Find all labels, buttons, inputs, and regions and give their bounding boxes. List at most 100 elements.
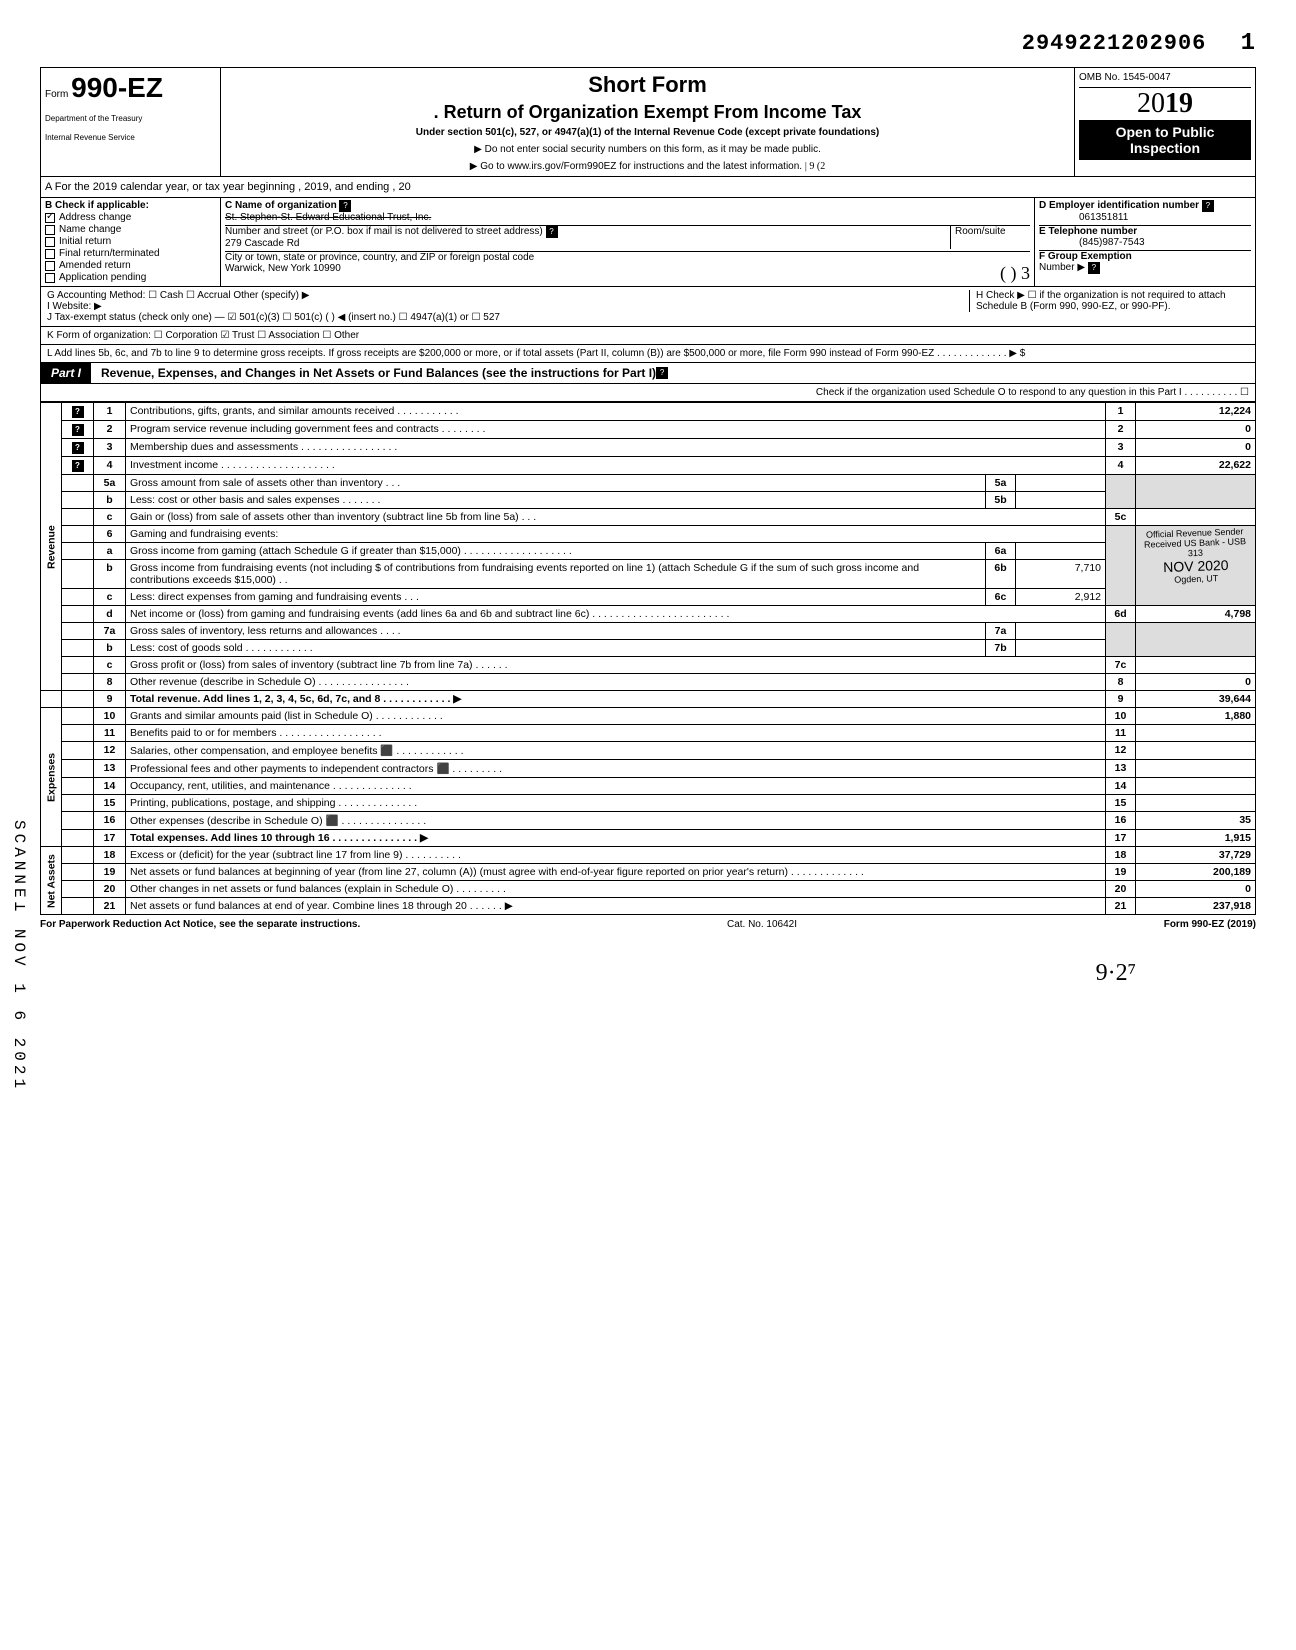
line-num: 9 (94, 691, 126, 708)
help-icon[interactable]: ? (72, 406, 84, 418)
line-i: I Website: ▶ (47, 301, 961, 312)
line-ref: 18 (1106, 847, 1136, 864)
line-text: Total expenses. Add lines 10 through 16 … (126, 830, 1106, 847)
revenue-label: Revenue (41, 403, 62, 691)
cb-name-change[interactable]: Name change (45, 224, 216, 235)
cb-final-return[interactable]: Final return/terminated (45, 248, 216, 259)
help-icon[interactable]: ? (339, 200, 351, 212)
inner-amount (1016, 623, 1106, 640)
line-num: 15 (94, 795, 126, 812)
line-num: 6 (94, 526, 126, 543)
section-b-header: B Check if applicable: (45, 200, 216, 211)
tax-year: 2019 (1079, 88, 1251, 120)
line-text: Occupancy, rent, utilities, and maintena… (126, 778, 1106, 795)
line-ref: 20 (1106, 881, 1136, 898)
line-num: 5a (94, 475, 126, 492)
line-ref: 19 (1106, 864, 1136, 881)
checkbox-icon (45, 225, 55, 235)
line-amount (1136, 725, 1256, 742)
line-text: Less: cost of goods sold . . . . . . . .… (126, 640, 986, 657)
public-inspection-box: Open to Public Inspection (1079, 120, 1251, 160)
line-text: Other expenses (describe in Schedule O) … (126, 812, 1106, 830)
line-ref: 13 (1106, 760, 1136, 778)
line-text: Net assets or fund balances at end of ye… (126, 898, 1106, 915)
help-icon[interactable]: ? (72, 460, 84, 472)
form-number-big: 990-EZ (71, 72, 163, 103)
line-num: c (94, 657, 126, 674)
form-header: Form 990-EZ Department of the Treasury I… (40, 67, 1256, 177)
help-icon[interactable]: ? (72, 442, 84, 454)
line-text: Professional fees and other payments to … (126, 760, 1106, 778)
website-note: ▶ Go to www.irs.gov/Form990EZ for instru… (225, 161, 1070, 172)
line-amount (1136, 742, 1256, 760)
line-text: Gain or (loss) from sale of assets other… (126, 509, 1106, 526)
cb-label: Address change (59, 212, 131, 223)
help-icon[interactable]: ? (1202, 200, 1214, 212)
part-1-checkline: Check if the organization used Schedule … (40, 384, 1256, 402)
cb-amended[interactable]: Amended return (45, 260, 216, 271)
line-ref: 10 (1106, 708, 1136, 725)
inner-amount (1016, 543, 1106, 560)
line-num: 3 (94, 439, 126, 457)
line-ref: 2 (1106, 421, 1136, 439)
line-ref: 7c (1106, 657, 1136, 674)
form-number: Form 990-EZ (45, 72, 216, 104)
open-to-public: Open to Public (1083, 124, 1247, 140)
subline-ref: 7b (986, 640, 1016, 657)
line-ref: 16 (1106, 812, 1136, 830)
handwritten-note: 9·2⁷ (40, 960, 1256, 987)
cb-address-change[interactable]: Address change (45, 212, 216, 223)
line-amount: 39,644 (1136, 691, 1256, 708)
line-amount: 22,622 (1136, 457, 1256, 475)
help-icon[interactable]: ? (656, 367, 668, 379)
line-amount: 0 (1136, 439, 1256, 457)
dept-treasury: Department of the Treasury (45, 114, 216, 123)
page-number: 1 (1241, 30, 1256, 57)
part-tag: Part I (41, 363, 91, 383)
line-amount: 200,189 (1136, 864, 1256, 881)
line-num: c (94, 589, 126, 606)
help-icon[interactable]: ? (72, 424, 84, 436)
group-exempt-number: Number ▶ (1039, 262, 1085, 273)
line-text: Contributions, gifts, grants, and simila… (126, 403, 1106, 421)
line-amount: 0 (1136, 674, 1256, 691)
line-ref: 11 (1106, 725, 1136, 742)
line-amount: 37,729 (1136, 847, 1256, 864)
year-suffix: 19 (1165, 88, 1193, 119)
form-prefix: Form (45, 89, 68, 100)
omb-number: OMB No. 1545-0047 (1079, 72, 1251, 88)
line-num: 10 (94, 708, 126, 725)
checkbox-icon (45, 213, 55, 223)
line-num: 12 (94, 742, 126, 760)
line-ref: 15 (1106, 795, 1136, 812)
line-amount: 0 (1136, 881, 1256, 898)
inspection: Inspection (1083, 140, 1247, 156)
line-text: Other changes in net assets or fund bala… (126, 881, 1106, 898)
line-num: 17 (94, 830, 126, 847)
checkbox-icon (45, 273, 55, 283)
return-title: . Return of Organization Exempt From Inc… (225, 102, 1070, 123)
line-g: G Accounting Method: ☐ Cash ☐ Accrual Ot… (47, 290, 961, 301)
line-num: 8 (94, 674, 126, 691)
line-text: Other revenue (describe in Schedule O) .… (126, 674, 1106, 691)
line-text: Less: cost or other basis and sales expe… (126, 492, 986, 509)
cb-initial-return[interactable]: Initial return (45, 236, 216, 247)
handwritten-annotation: | 9 (2 (805, 161, 825, 172)
subline-ref: 5a (986, 475, 1016, 492)
received-stamp: Official Revenue SenderReceived US Bank … (1139, 526, 1252, 586)
line-ref: 5c (1106, 509, 1136, 526)
cb-label: Final return/terminated (59, 248, 160, 259)
line-amount (1136, 760, 1256, 778)
line-num: c (94, 509, 126, 526)
line-text: Net income or (loss) from gaming and fun… (126, 606, 1106, 623)
help-icon[interactable]: ? (546, 226, 558, 238)
help-icon[interactable]: ? (1088, 262, 1100, 274)
line-ref: 4 (1106, 457, 1136, 475)
cb-application-pending[interactable]: Application pending (45, 272, 216, 283)
line-num: 1 (94, 403, 126, 421)
street-value: 279 Cascade Rd (225, 238, 300, 249)
line-text: Excess or (deficit) for the year (subtra… (126, 847, 1106, 864)
website-url: ▶ Go to www.irs.gov/Form990EZ for instru… (470, 161, 802, 172)
line-ref: 17 (1106, 830, 1136, 847)
line-num: 21 (94, 898, 126, 915)
